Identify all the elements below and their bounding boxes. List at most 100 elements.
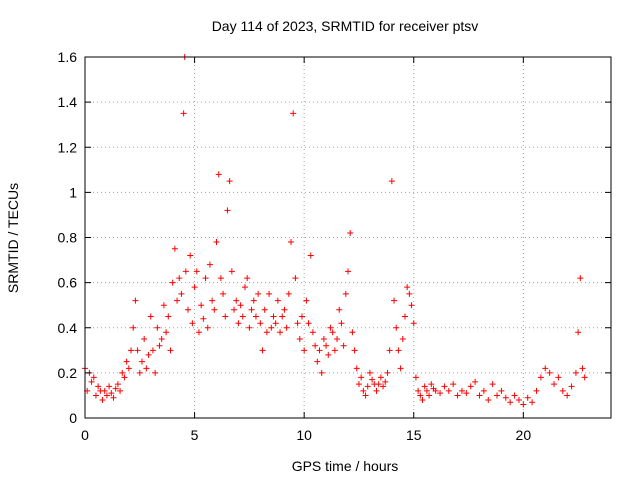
- data-point: [369, 376, 376, 383]
- y-tick-label: 1.6: [58, 49, 78, 65]
- y-tick-label: 1: [69, 184, 77, 200]
- data-point: [224, 207, 231, 214]
- y-tick-label: 1.4: [58, 94, 78, 110]
- grid-layer: [85, 57, 611, 418]
- data-point: [206, 261, 213, 268]
- data-point: [426, 392, 433, 399]
- data-point: [380, 383, 387, 390]
- data-point: [360, 387, 367, 394]
- data-point: [445, 387, 452, 394]
- data-point: [132, 297, 139, 304]
- data-point: [502, 394, 509, 401]
- x-tick-label: 10: [296, 427, 312, 443]
- data-point: [331, 347, 338, 354]
- data-point: [393, 324, 400, 331]
- data-point: [441, 383, 448, 390]
- x-tick-label: 15: [406, 427, 422, 443]
- data-point: [559, 387, 566, 394]
- data-point: [432, 387, 439, 394]
- y-axis-label: SRMTID / TECUs: [5, 183, 21, 293]
- data-point: [136, 369, 143, 376]
- data-point: [472, 378, 479, 385]
- data-point: [542, 365, 549, 372]
- data-point: [382, 378, 389, 385]
- data-point: [301, 347, 308, 354]
- data-point: [112, 385, 119, 392]
- data-point: [204, 324, 211, 331]
- data-point: [408, 302, 415, 309]
- y-tick-label: 0.8: [58, 230, 78, 246]
- data-point: [272, 320, 279, 327]
- x-tick-label: 0: [81, 427, 89, 443]
- data-point: [160, 302, 167, 309]
- data-point: [334, 336, 341, 343]
- data-point: [410, 320, 417, 327]
- data-point: [152, 369, 159, 376]
- data-point: [498, 387, 505, 394]
- data-point: [123, 358, 130, 365]
- data-point: [178, 290, 185, 297]
- data-point: [171, 245, 178, 252]
- data-point: [391, 297, 398, 304]
- data-point: [125, 365, 132, 372]
- data-point: [494, 392, 501, 399]
- x-tick-label: 20: [516, 427, 532, 443]
- data-point: [288, 239, 295, 246]
- axis-ticks: 0 0.2 0.4 0.6 0.8 1 1.2 1.4 1.6 0 5 10 15 20: [58, 49, 611, 443]
- data-point: [117, 387, 124, 394]
- data-point: [195, 329, 202, 336]
- data-point: [202, 275, 209, 282]
- data-point: [419, 396, 426, 403]
- data-point: [511, 392, 518, 399]
- data-point: [134, 347, 141, 354]
- data-point: [551, 381, 558, 388]
- data-point: [406, 290, 413, 297]
- data-point: [158, 336, 165, 343]
- data-point: [226, 178, 233, 185]
- data-point: [340, 342, 347, 349]
- data-point: [156, 342, 163, 349]
- data-point: [250, 297, 257, 304]
- data-point: [235, 320, 242, 327]
- data-point: [485, 396, 492, 403]
- data-point: [266, 290, 273, 297]
- data-point: [290, 110, 297, 117]
- data-point: [163, 329, 170, 336]
- data-point: [463, 390, 470, 397]
- data-point: [147, 313, 154, 320]
- data-point: [244, 275, 251, 282]
- data-point: [579, 365, 586, 372]
- y-tick-label: 0.2: [58, 365, 78, 381]
- data-point: [279, 313, 286, 320]
- data-point: [437, 390, 444, 397]
- data-point: [568, 383, 575, 390]
- data-point: [309, 329, 316, 336]
- data-point: [114, 381, 121, 388]
- data-point: [345, 268, 351, 275]
- data-point: [423, 387, 430, 394]
- data-point: [572, 369, 579, 376]
- data-point: [119, 369, 126, 376]
- data-point: [95, 383, 102, 390]
- data-point: [261, 306, 268, 313]
- data-point: [176, 275, 183, 282]
- data-point: [167, 347, 174, 354]
- data-point: [537, 374, 544, 381]
- data-point: [141, 336, 148, 343]
- data-point: [428, 381, 435, 388]
- data-point: [193, 268, 200, 275]
- data-point: [507, 399, 514, 406]
- data-point: [263, 329, 270, 336]
- data-point: [213, 239, 220, 246]
- data-point: [228, 268, 235, 275]
- data-point: [217, 275, 224, 282]
- data-point: [325, 351, 332, 358]
- data-point: [257, 320, 264, 327]
- data-point: [533, 387, 540, 394]
- data-point: [259, 347, 266, 354]
- data-point: [303, 297, 310, 304]
- data-point: [239, 313, 246, 320]
- data-point: [401, 313, 408, 320]
- data-point: [294, 320, 301, 327]
- data-point: [169, 279, 176, 286]
